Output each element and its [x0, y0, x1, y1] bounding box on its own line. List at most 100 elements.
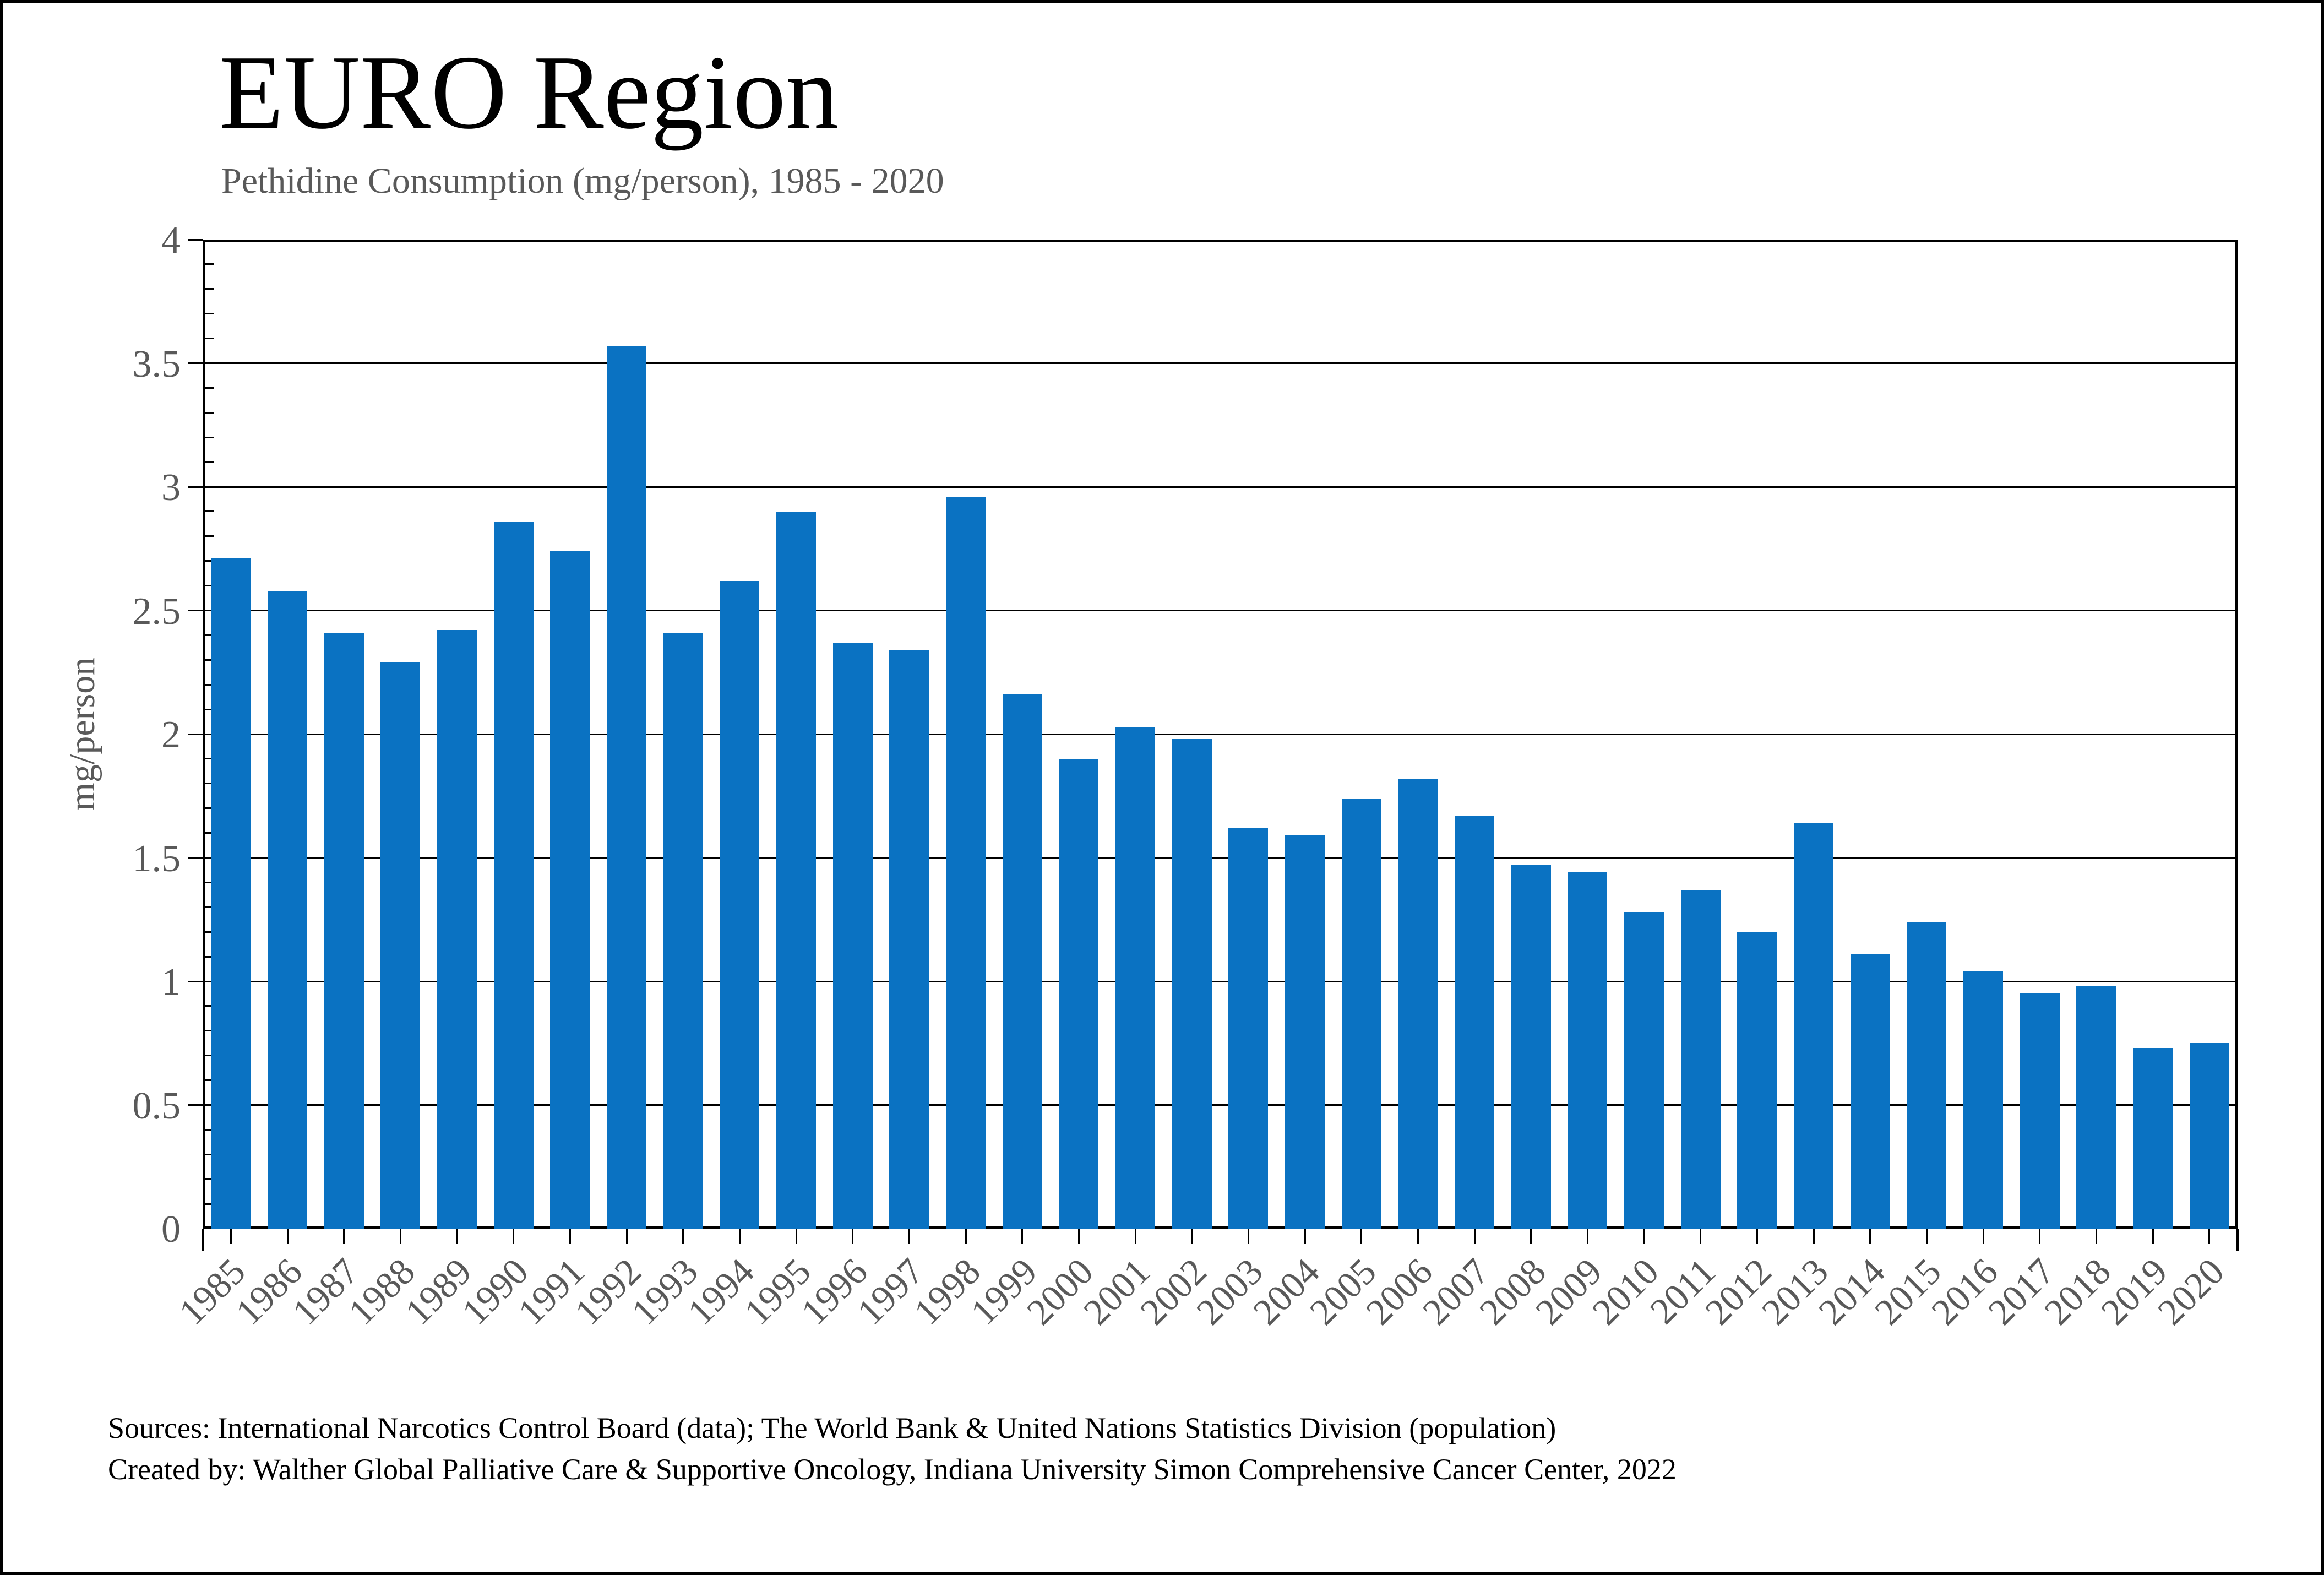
- y-minor-tick: [205, 634, 214, 636]
- y-major-tick: [188, 238, 203, 241]
- y-minor-tick: [205, 560, 214, 562]
- footer-sources-line: Sources: International Narcotics Control…: [108, 1411, 1556, 1444]
- y-tick-label: 1.5: [132, 837, 181, 880]
- x-tick: [2095, 1229, 2097, 1244]
- x-tick: [852, 1229, 854, 1244]
- bar-1997: [889, 650, 929, 1229]
- x-tick: [1643, 1229, 1645, 1244]
- x-tick: [908, 1229, 910, 1244]
- y-minor-tick: [205, 1153, 214, 1155]
- y-minor-tick: [205, 1178, 214, 1180]
- y-minor-tick: [205, 683, 214, 686]
- y-major-tick: [188, 857, 203, 859]
- bar-2019: [2133, 1048, 2173, 1229]
- bar-1995: [776, 511, 816, 1229]
- bar-2009: [1568, 872, 1608, 1229]
- y-minor-tick: [205, 1203, 214, 1205]
- y-minor-tick: [205, 807, 214, 810]
- x-tick: [569, 1229, 571, 1244]
- bar-1986: [268, 590, 307, 1229]
- y-tick-label: 1: [161, 961, 181, 1003]
- y-minor-tick: [205, 1005, 214, 1007]
- x-tick: [2039, 1229, 2041, 1244]
- y-minor-tick: [205, 1055, 214, 1057]
- bar-2016: [1963, 971, 2003, 1229]
- bar-2010: [1624, 912, 1664, 1229]
- x-tick: [1191, 1229, 1193, 1244]
- bar-2020: [2189, 1043, 2229, 1229]
- x-tick: [738, 1229, 741, 1244]
- x-tick: [1982, 1229, 1984, 1244]
- bar-2001: [1115, 726, 1155, 1229]
- bar-1991: [550, 551, 590, 1229]
- y-gridline: [203, 980, 2238, 982]
- y-major-tick: [188, 1104, 203, 1106]
- bar-2013: [1794, 823, 1833, 1229]
- bar-1989: [437, 630, 477, 1229]
- bar-2015: [1907, 922, 1947, 1229]
- x-tick: [2208, 1229, 2211, 1244]
- y-gridline: [203, 486, 2238, 488]
- y-gridline: [203, 857, 2238, 859]
- y-minor-tick: [205, 263, 214, 265]
- bar-2003: [1228, 828, 1269, 1229]
- bar-1993: [663, 632, 703, 1229]
- y-tick-label: 2: [161, 714, 181, 756]
- chart-subtitle: Pethidine Consumption (mg/person), 1985 …: [221, 161, 944, 201]
- bar-1996: [832, 642, 873, 1229]
- x-tick: [230, 1229, 232, 1244]
- y-minor-tick: [205, 461, 214, 463]
- bar-1987: [324, 632, 364, 1229]
- bar-2012: [1737, 932, 1777, 1229]
- bar-2006: [1398, 778, 1438, 1229]
- y-minor-tick: [205, 783, 214, 785]
- x-tick: [1700, 1229, 1702, 1244]
- bar-2008: [1511, 865, 1551, 1229]
- bar-2017: [2020, 993, 2060, 1229]
- bar-2002: [1172, 738, 1212, 1229]
- y-minor-tick: [205, 906, 214, 908]
- y-minor-tick: [205, 659, 214, 661]
- x-tick: [1473, 1229, 1476, 1244]
- x-tick: [1756, 1229, 1758, 1244]
- x-tick: [1530, 1229, 1532, 1244]
- y-minor-tick: [205, 708, 214, 710]
- y-minor-tick: [205, 1128, 214, 1131]
- y-major-tick: [188, 486, 203, 488]
- y-tick-label: 0.5: [132, 1084, 181, 1127]
- footer-credit-line: Created by: Walther Global Palliative Ca…: [108, 1452, 1677, 1486]
- bar-2011: [1680, 889, 1721, 1229]
- y-tick-label: 3.5: [132, 343, 181, 385]
- bar-1990: [493, 521, 534, 1229]
- y-tick-label: 3: [161, 466, 181, 509]
- x-tick: [1925, 1229, 1928, 1244]
- bar-2000: [1059, 758, 1099, 1229]
- y-tick-label: 2.5: [132, 590, 181, 633]
- y-major-tick: [188, 362, 203, 364]
- bar-1988: [380, 662, 421, 1229]
- x-tick: [1077, 1229, 1080, 1244]
- x-tick: [1869, 1229, 1871, 1244]
- x-tick: [513, 1229, 515, 1244]
- chart-title: EURO Region: [219, 34, 839, 151]
- x-tick: [1021, 1229, 1024, 1244]
- x-tick: [286, 1229, 289, 1244]
- x-tick: [1134, 1229, 1136, 1244]
- bar-1994: [720, 580, 760, 1229]
- y-tick-label: 0: [161, 1208, 181, 1251]
- y-minor-tick: [205, 881, 214, 883]
- axis-edge-tick-right: [2236, 1229, 2239, 1251]
- y-minor-tick: [205, 288, 214, 290]
- x-tick: [1247, 1229, 1249, 1244]
- y-major-tick: [188, 733, 203, 735]
- y-minor-tick: [205, 931, 214, 933]
- y-major-tick: [188, 980, 203, 982]
- bar-1998: [946, 496, 986, 1229]
- y-minor-tick: [205, 411, 214, 414]
- bar-2004: [1285, 835, 1325, 1229]
- y-gridline: [203, 610, 2238, 611]
- x-tick: [965, 1229, 967, 1244]
- y-major-tick: [188, 610, 203, 611]
- bar-2014: [1850, 954, 1890, 1229]
